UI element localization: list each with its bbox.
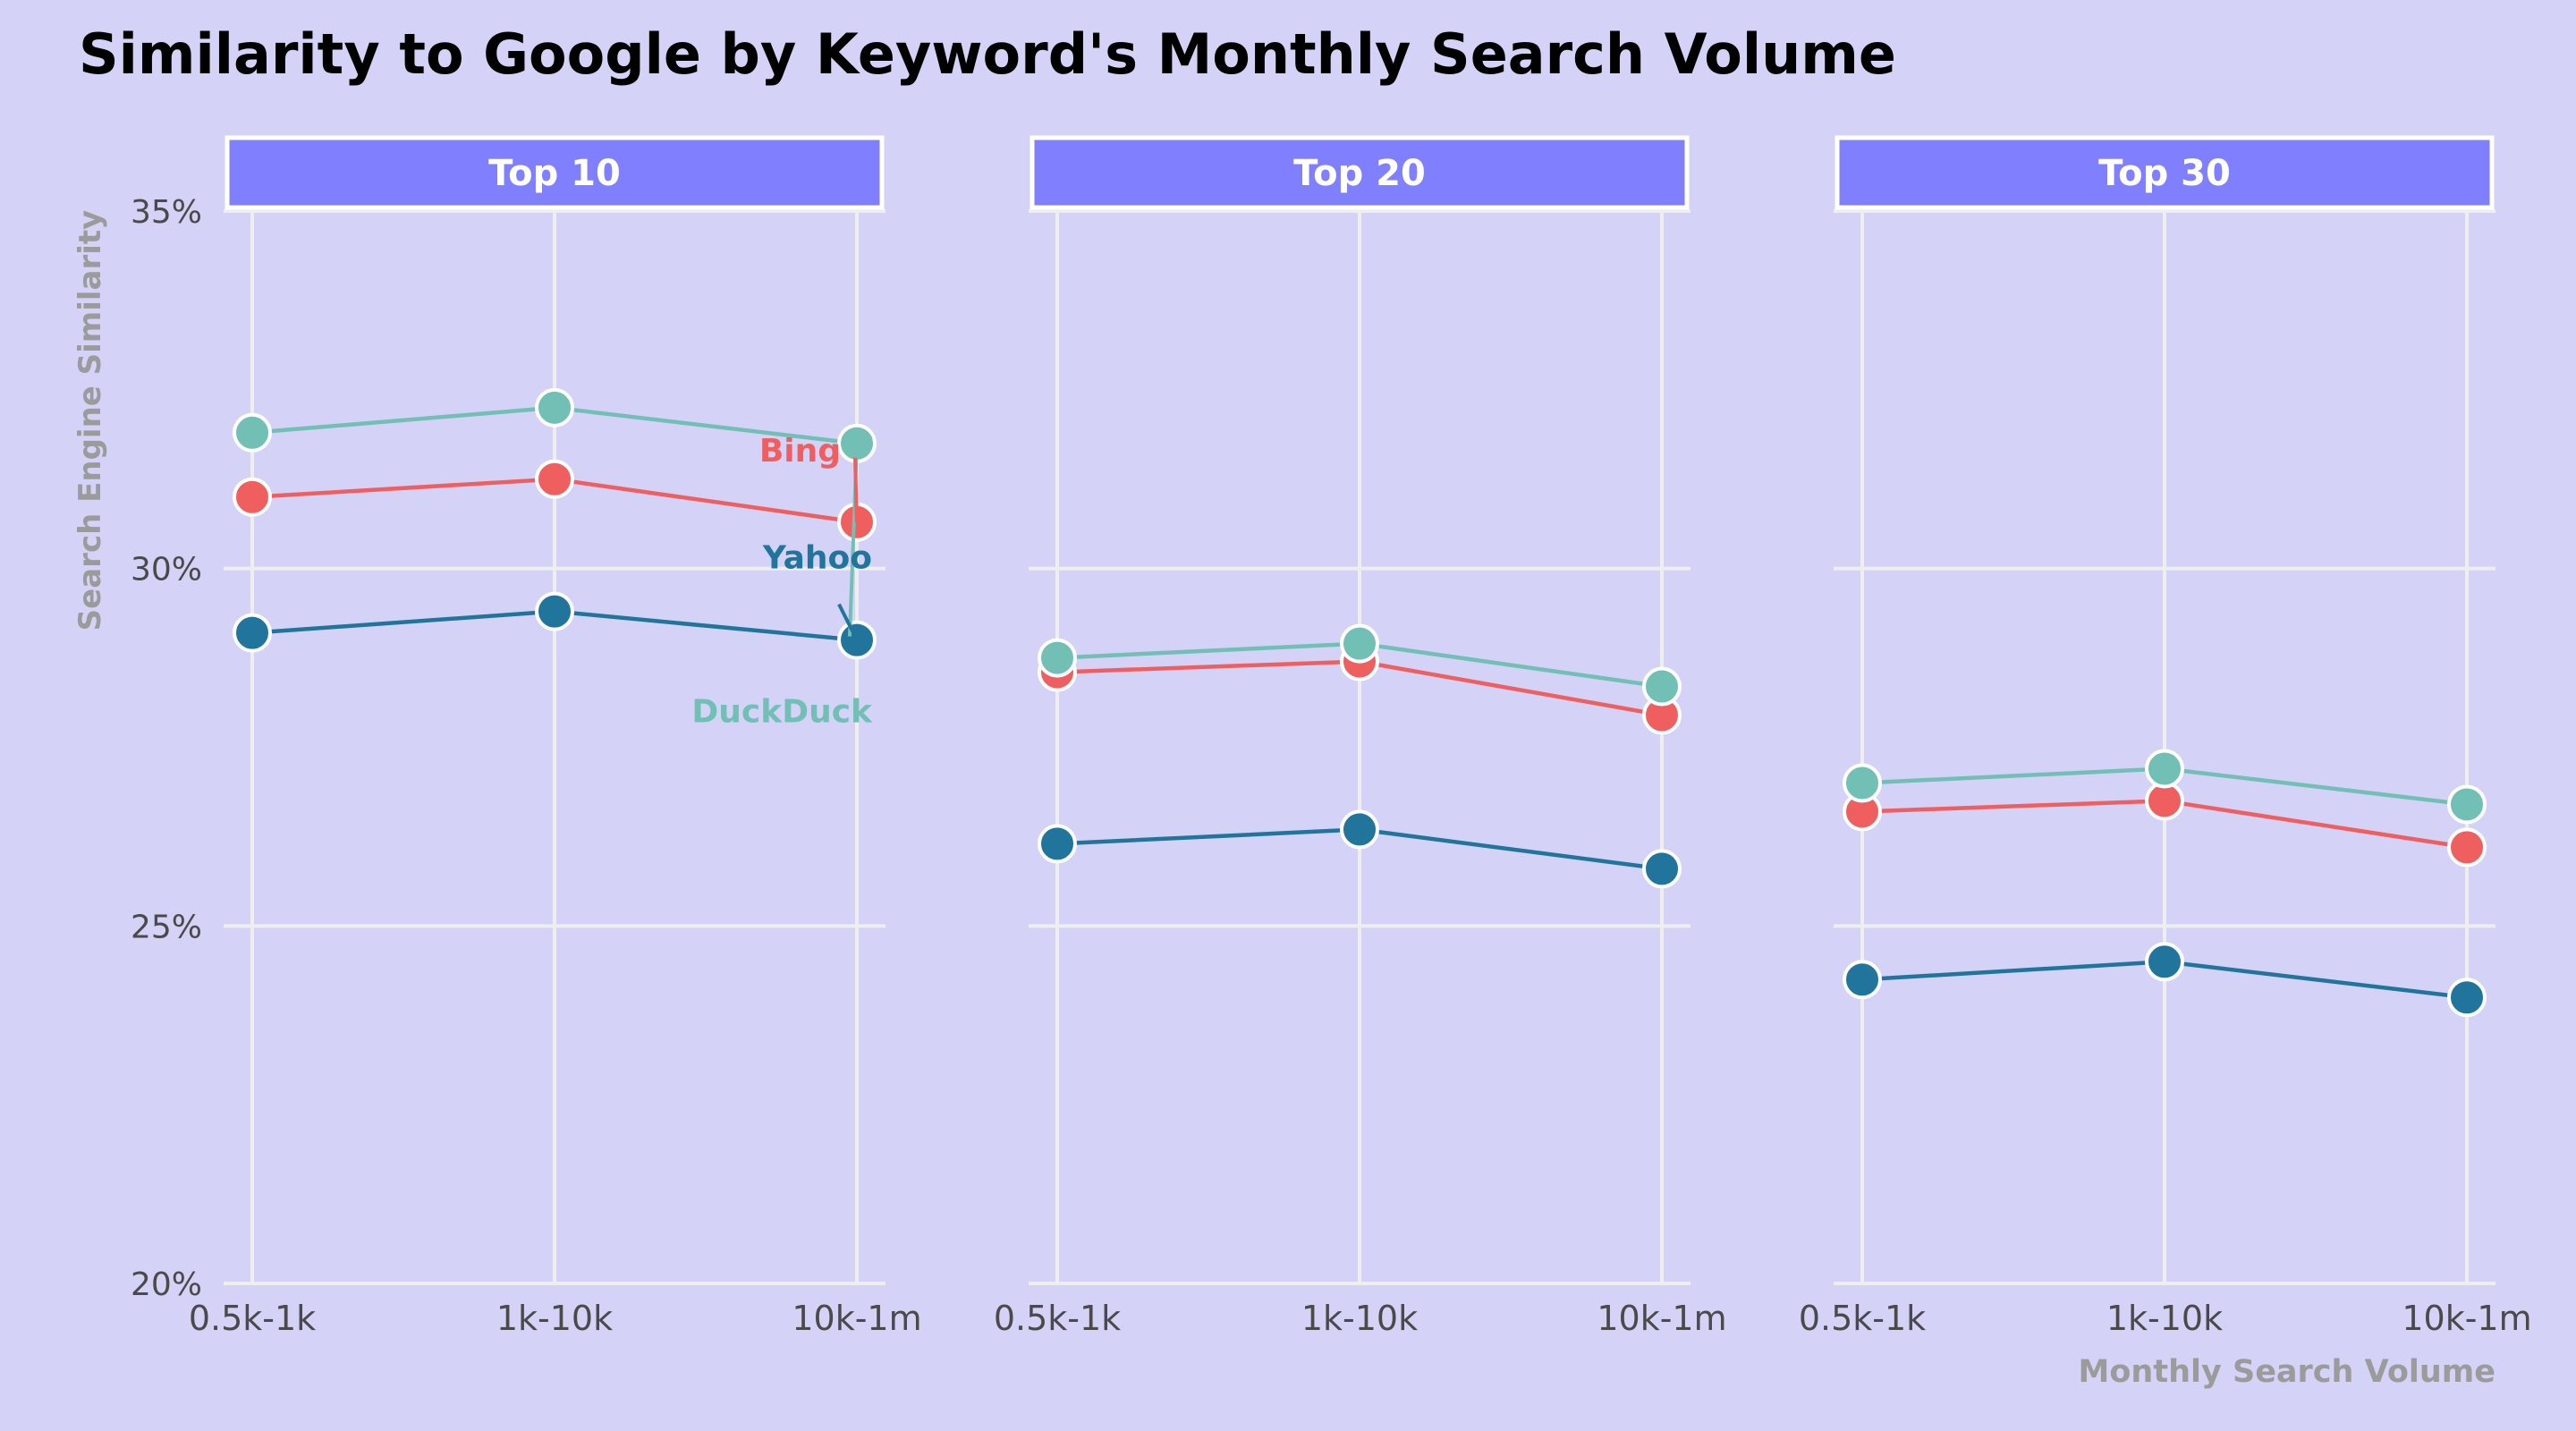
panels: 20% 25% 30% 35% Top 10 0.5k-1k 1k-10k 10k-1m Duc… (131, 135, 2532, 1338)
panel-top-10: Top 10 0.5k-1k 1k-10k 10k-1m DuckDuck Bing Yah… (189, 135, 922, 1338)
data-point-yahoo (1642, 849, 1682, 889)
data-point-bing (535, 459, 574, 499)
y-tick-label: 20% (131, 1266, 202, 1303)
data-point-yahoo (233, 613, 272, 653)
facet-strip-label: Top 20 (1293, 153, 1426, 194)
data-point-duckduck (2145, 749, 2184, 789)
data-point-duckduck (535, 387, 574, 428)
series-label-yahoo: Yahoo (762, 540, 872, 577)
series-label-leader (853, 457, 859, 522)
data-point-yahoo (1843, 960, 1882, 1000)
panel-top-20: Top 20 0.5k-1k 1k-10k 10k-1m (994, 135, 1727, 1338)
x-tick-label: 1k-10k (496, 1299, 613, 1338)
x-tick-label: 1k-10k (2106, 1299, 2223, 1338)
series-label-bing: Bing (759, 433, 841, 470)
series-label-duckduck: DuckDuck (691, 694, 873, 731)
data-point-duckduck (2447, 784, 2487, 825)
facet-strip (1835, 135, 2495, 210)
data-point-yahoo (535, 591, 574, 631)
data-point-bing (233, 477, 272, 517)
y-axis-title: Search Engine Similarity (72, 210, 108, 631)
facet-strip-label: Top 10 (488, 153, 621, 194)
x-tick-label: 10k-1m (2402, 1299, 2531, 1338)
x-tick-label: 0.5k-1k (1799, 1299, 1926, 1338)
chart-title: Similarity to Google by Keyword's Monthl… (79, 21, 1896, 87)
data-point-duckduck (1642, 666, 1682, 707)
x-tick-label: 10k-1m (1597, 1299, 1726, 1338)
data-point-yahoo (2447, 978, 2487, 1018)
x-tick-label: 0.5k-1k (189, 1299, 316, 1338)
x-tick-label: 1k-10k (1301, 1299, 1418, 1338)
facet-strip (225, 135, 885, 210)
facet-strip-label: Top 30 (2098, 153, 2231, 194)
facet-strip (1030, 135, 1690, 210)
data-point-yahoo (1038, 824, 1077, 864)
y-tick-label: 30% (131, 552, 202, 588)
y-tick-label: 35% (131, 194, 202, 231)
y-tick-label: 25% (131, 909, 202, 945)
x-tick-label: 10k-1m (792, 1299, 921, 1338)
data-point-bing (2447, 827, 2487, 868)
data-point-duckduck (233, 412, 272, 453)
x-axis-title: Monthly Search Volume (2079, 1354, 2496, 1390)
data-point-yahoo (1340, 809, 1379, 850)
data-point-duckduck (1038, 638, 1077, 678)
data-point-duckduck (1843, 763, 1882, 803)
x-tick-label: 0.5k-1k (994, 1299, 1121, 1338)
data-point-duckduck (1340, 623, 1379, 664)
series-label-leader (837, 603, 859, 641)
panel-top-30: Top 30 0.5k-1k 1k-10k 10k-1m (1799, 135, 2532, 1338)
data-point-yahoo (2145, 942, 2184, 982)
